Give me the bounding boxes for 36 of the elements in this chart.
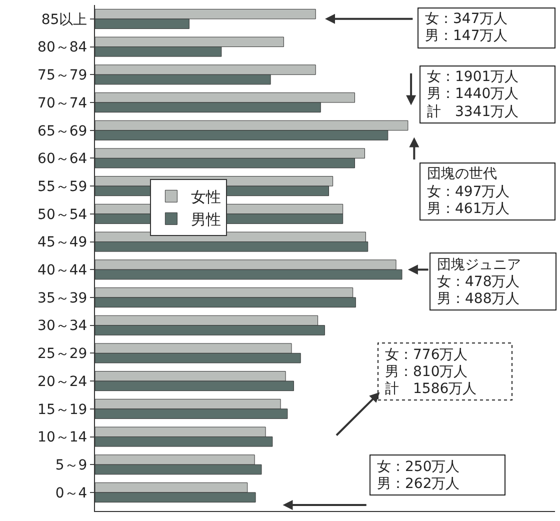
annotation: 男：810万人: [385, 364, 468, 380]
y-tick-label: 30～34: [38, 318, 88, 334]
y-tick-label: 40～44: [38, 262, 88, 279]
y-tick-label: 45～49: [38, 234, 88, 251]
y-tick-label: 25～29: [38, 346, 88, 362]
y-tick-label: 55～59: [38, 178, 88, 195]
text: 男：461万人: [427, 201, 510, 217]
text: 女：347万人: [425, 11, 508, 27]
y-tick-label: 10～14: [38, 430, 88, 446]
y-tick-label: 85以上: [41, 12, 88, 28]
legend-label: 女性: [191, 188, 222, 206]
text: 女：478万人: [437, 274, 520, 290]
text: 計 3341万人: [427, 104, 519, 120]
text: 男：488万人: [437, 291, 520, 307]
y-tick-label: 20～24: [38, 374, 88, 390]
y-tick-label: 15～19: [38, 402, 88, 418]
y-tick-label: 65～69: [38, 123, 88, 140]
y-tick-label: 0～4: [55, 485, 88, 502]
text: 団塊の世代: [427, 166, 497, 182]
text: 団塊ジュニア: [437, 257, 521, 273]
annotation: 計 1586万人: [385, 381, 477, 397]
y-tick-label: 80～84: [38, 40, 88, 56]
y-tick-label: 60～64: [38, 151, 88, 168]
text: 男：1440万人: [427, 86, 519, 102]
annotation: 男：262万人: [377, 476, 460, 492]
text: 女：1901万人: [427, 69, 519, 85]
annotation: 女：776万人: [385, 347, 468, 363]
y-tick-label: 75～79: [38, 68, 88, 84]
y-tick-label: 5～9: [55, 458, 88, 474]
text: 女：497万人: [427, 184, 510, 200]
legend-label: 男性: [191, 210, 222, 228]
text: 男：147万人: [425, 28, 508, 44]
annotation: 女：250万人: [377, 459, 460, 475]
y-tick-label: 50～54: [38, 206, 88, 223]
y-tick-label: 35～39: [38, 290, 88, 306]
y-tick-label: 70～74: [38, 95, 88, 112]
